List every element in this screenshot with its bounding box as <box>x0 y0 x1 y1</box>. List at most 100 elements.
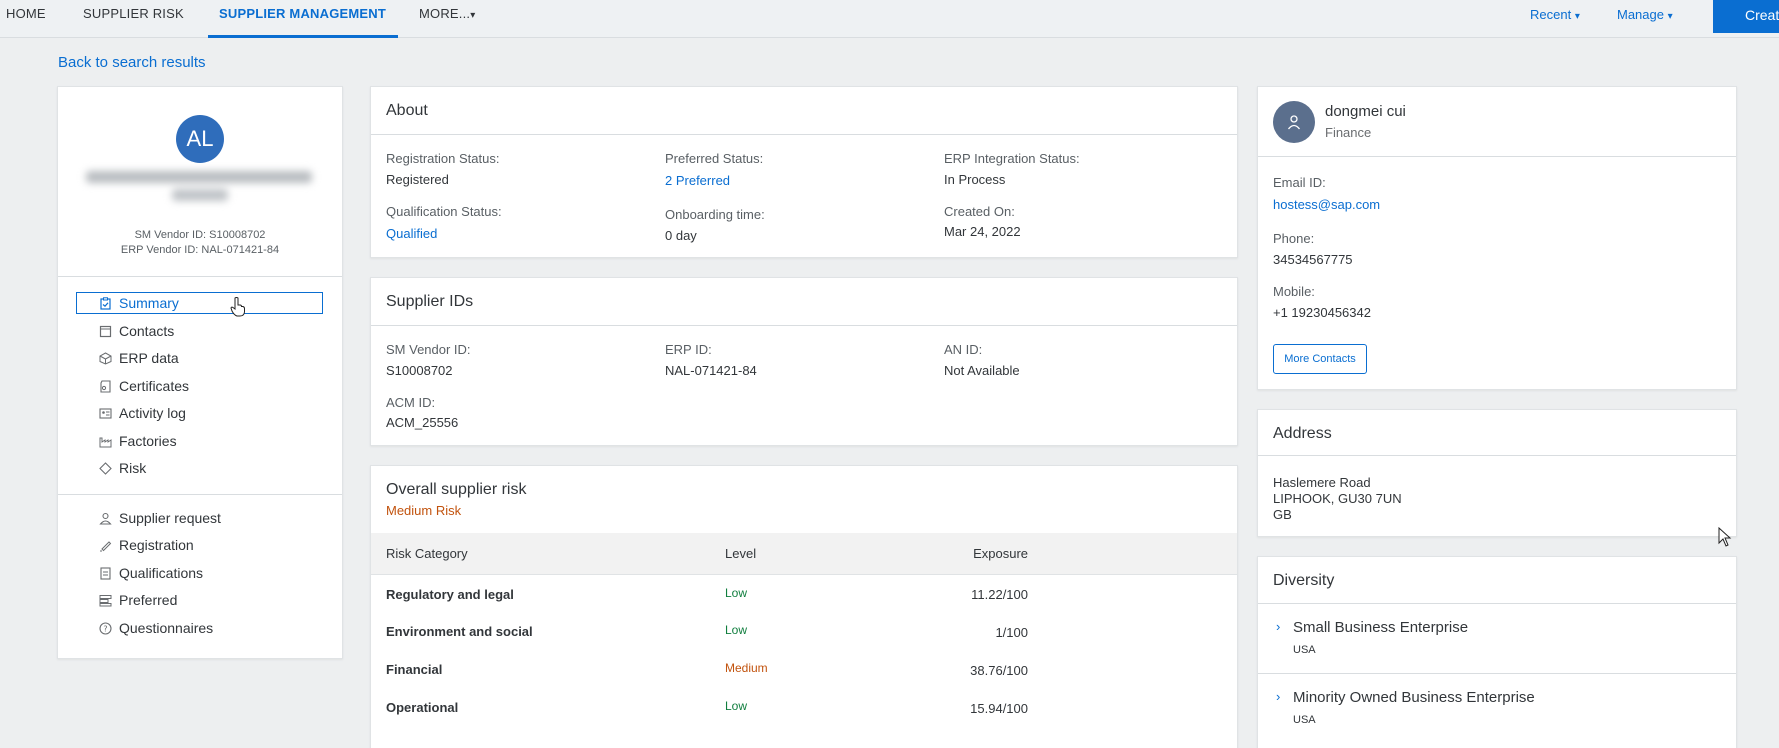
contact-avatar <box>1273 101 1315 143</box>
created-on-value: Mar 24, 2022 <box>944 224 1021 239</box>
address-line-2: LIPHOOK, GU30 7UN <box>1273 491 1402 506</box>
erp-vendor-id: ERP Vendor ID: NAL-071421-84 <box>120 244 280 256</box>
nav-home[interactable]: HOME <box>6 6 46 21</box>
card-title: About <box>386 102 428 119</box>
qualification-status-link[interactable]: Qualified <box>386 226 438 241</box>
manage-label: Manage <box>1617 7 1664 22</box>
preferred-status-link[interactable]: 2 Preferred <box>665 173 731 188</box>
nav-more[interactable]: MORE...▾ <box>419 0 475 38</box>
menu-item-preferred[interactable]: Preferred <box>98 589 177 611</box>
risk-exposure: 11.22/100 <box>971 587 1028 602</box>
preferred-status-label: Preferred Status: <box>665 151 764 166</box>
menu-item-label: Supplier request <box>119 510 221 526</box>
menu-item-label: Summary <box>119 295 179 311</box>
nav-more-label: MORE... <box>419 6 471 21</box>
menu-item-erp-data[interactable]: ERP data <box>98 347 179 369</box>
menu-item-contacts[interactable]: Contacts <box>98 320 174 342</box>
diversity-card: Diversity › Small Business Enterprise US… <box>1257 556 1737 748</box>
mobile-label: Mobile: <box>1273 284 1315 299</box>
cube-icon <box>98 351 112 365</box>
risk-exposure: 1/100 <box>995 625 1028 640</box>
divider <box>1258 603 1736 604</box>
risk-category: Regulatory and legal <box>386 587 514 602</box>
card-title: Overall supplier risk <box>386 481 527 498</box>
contacts-icon <box>98 324 112 338</box>
sm-vendor-id-value: S10008702 <box>386 363 453 378</box>
nav-supplier-risk[interactable]: SUPPLIER RISK <box>83 6 184 21</box>
clipboard-check-icon <box>98 296 112 310</box>
menu-item-activity-log[interactable]: Activity log <box>98 402 186 424</box>
risk-exposure: 15.94/100 <box>970 701 1028 716</box>
column-header-category: Risk Category <box>386 546 468 561</box>
contact-department: Finance <box>1325 125 1372 140</box>
onboarding-value: 0 day <box>665 228 697 243</box>
sm-vendor-id-label: SM Vendor ID: <box>386 342 471 357</box>
email-link[interactable]: hostess@sap.com <box>1273 197 1381 212</box>
menu-item-label: Activity log <box>119 405 186 421</box>
menu-item-summary[interactable]: Summary <box>76 292 323 314</box>
erp-status-label: ERP Integration Status: <box>944 151 1080 166</box>
contact-name: dongmei cui <box>1325 103 1406 120</box>
top-nav: HOME SUPPLIER RISK SUPPLIER MANAGEMENT M… <box>0 0 1779 38</box>
divider <box>371 134 1237 135</box>
diversity-item[interactable]: › Minority Owned Business Enterprise USA <box>1258 674 1736 744</box>
divider <box>1258 455 1736 456</box>
nav-supplier-management[interactable]: SUPPLIER MANAGEMENT <box>208 0 398 38</box>
more-contacts-button[interactable]: More Contacts <box>1273 344 1367 374</box>
registration-status-value: Registered <box>386 172 449 187</box>
nav-supplier-management-label: SUPPLIER MANAGEMENT <box>219 6 387 21</box>
menu-item-label: ERP data <box>119 350 179 366</box>
chevron-down-icon: ▾ <box>470 10 476 21</box>
menu-item-label: Preferred <box>119 592 178 608</box>
supplier-risk-card: Overall supplier risk Medium Risk Risk C… <box>370 465 1238 748</box>
onboarding-label: Onboarding time: <box>665 207 765 222</box>
back-to-search-link[interactable]: Back to search results <box>58 54 206 71</box>
risk-level: Low <box>725 623 748 637</box>
diversity-item[interactable]: › Small Business Enterprise USA <box>1258 604 1736 673</box>
menu-item-label: Questionnaires <box>119 620 214 636</box>
qualification-status-label: Qualification Status: <box>386 204 502 219</box>
erp-status-value: In Process <box>944 172 1006 187</box>
menu-item-factories[interactable]: Factories <box>98 430 177 452</box>
menu-item-registration[interactable]: Registration <box>98 534 194 556</box>
divider <box>58 276 342 277</box>
chevron-down-icon: ▾ <box>1667 11 1673 22</box>
supplier-ids-card: Supplier IDs SM Vendor ID: S10008702 ERP… <box>370 277 1238 446</box>
document-icon <box>98 566 112 580</box>
created-on-label: Created On: <box>944 204 1015 219</box>
menu-item-label: Certificates <box>119 378 190 394</box>
profile-card: AL SM Vendor ID: S10008702 ERP Vendor ID… <box>57 86 343 659</box>
diversity-item-name: Small Business Enterprise <box>1293 619 1469 636</box>
avatar: AL <box>176 115 224 163</box>
svg-text:?: ? <box>103 624 107 633</box>
risk-exposure: 38.76/100 <box>970 663 1028 678</box>
risk-category: Financial <box>386 662 443 677</box>
card-title: Supplier IDs <box>386 293 474 310</box>
divider <box>1258 156 1736 157</box>
erp-id-label: ERP ID: <box>665 342 712 357</box>
acm-id-value: ACM_25556 <box>386 415 459 430</box>
person-request-icon <box>98 511 112 525</box>
menu-item-risk[interactable]: Risk <box>98 457 146 479</box>
create-button[interactable]: Create <box>1713 0 1779 33</box>
menu-item-label: Factories <box>119 433 177 449</box>
diversity-item-country: USA <box>1293 714 1316 726</box>
menu-item-qualifications[interactable]: Qualifications <box>98 562 203 584</box>
address-line-1: Haslemere Road <box>1273 475 1371 490</box>
card-title: Diversity <box>1273 572 1335 589</box>
email-label: Email ID: <box>1273 175 1326 190</box>
risk-level: Low <box>725 699 748 713</box>
recent-menu[interactable]: Recent ▾ <box>1530 0 1580 30</box>
menu-item-certificates[interactable]: Certificates <box>98 375 189 397</box>
menu-item-supplier-request[interactable]: Supplier request <box>98 507 221 529</box>
menu-item-questionnaires[interactable]: ? Questionnaires <box>98 617 213 639</box>
activity-log-icon <box>98 406 112 420</box>
sm-vendor-id: SM Vendor ID: S10008702 <box>134 229 266 241</box>
risk-level: Low <box>725 586 748 600</box>
manage-menu[interactable]: Manage ▾ <box>1617 0 1673 30</box>
pen-icon <box>98 538 112 552</box>
registration-status-label: Registration Status: <box>386 151 500 166</box>
an-id-value: Not Available <box>944 363 1020 378</box>
phone-value: 34534567775 <box>1273 252 1353 267</box>
risk-table-header: Risk Category Level Exposure <box>371 533 1237 575</box>
